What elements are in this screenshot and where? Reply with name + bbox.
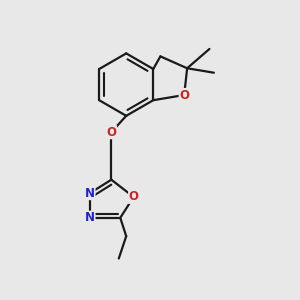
Text: N: N — [85, 187, 95, 200]
Text: O: O — [106, 126, 116, 139]
Text: O: O — [129, 190, 139, 203]
Text: N: N — [85, 211, 95, 224]
Text: O: O — [179, 88, 189, 101]
